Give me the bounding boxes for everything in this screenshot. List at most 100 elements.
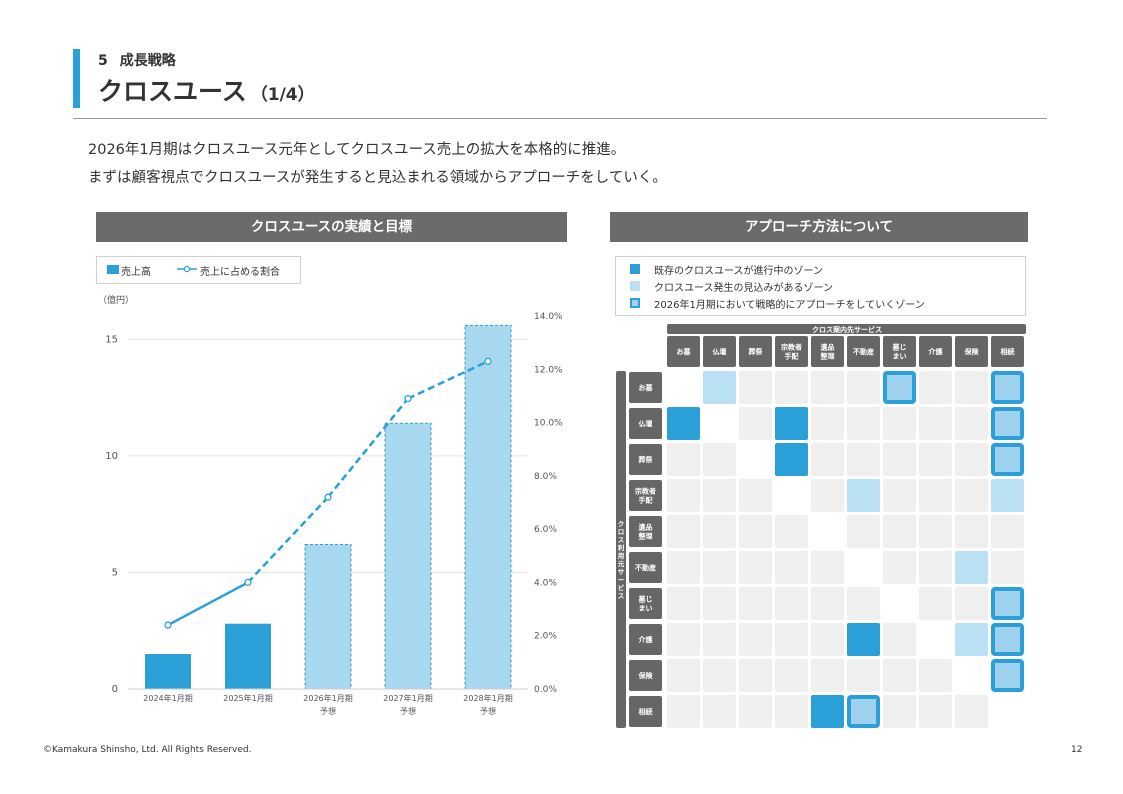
line-segment (327, 397, 409, 498)
matrix-cell-gray (883, 659, 916, 692)
lead-line-2: まずは顧客視点でクロスユースが発生すると見込まれる領域からアプローチをしていく。 (88, 170, 667, 186)
y-right-tick: 6.0% (534, 525, 557, 535)
row-header (629, 660, 662, 691)
matrix-cell-gray (775, 371, 808, 404)
y-right-tick: 14.0% (534, 312, 563, 322)
matrix-cell-strategic (883, 371, 916, 404)
line-point (404, 394, 412, 403)
matrix-cell-gray (919, 479, 952, 512)
matrix-cell-gray (883, 695, 916, 728)
col-header-label: お墓 (677, 347, 692, 356)
matrix-cell-gray (667, 659, 700, 692)
matrix-cell-gray (667, 587, 700, 620)
line-segment (407, 360, 489, 400)
matrix-cell-gray (811, 443, 844, 476)
matrix-cell-strategic (991, 623, 1024, 656)
x-tick-sublabel: 予想 (400, 706, 416, 716)
page-title-text: クロスユース (98, 77, 247, 106)
bar (145, 654, 191, 689)
section-label: 成長戦略 (119, 53, 176, 69)
row-header-label: 遺品整理 (638, 523, 653, 541)
col-header-label: 葬祭 (749, 347, 764, 356)
row-group-header (616, 371, 626, 728)
matrix-cell-strategic (991, 659, 1024, 692)
matrix-cell-gray (811, 659, 844, 692)
matrix-cell-gray (811, 587, 844, 620)
matrix-cell-light (955, 551, 988, 584)
legend-dark-swatch (630, 264, 640, 274)
matrix-cell-gray (739, 515, 772, 548)
row-header (629, 624, 662, 655)
matrix-cell-dark (847, 623, 880, 656)
legend-bar-label: 売上高 (121, 267, 151, 278)
matrix-cell-gray (811, 623, 844, 656)
matrix-cell-gray (919, 371, 952, 404)
legend-dark-label: 既存のクロスユースが進行中のゾーン (654, 266, 823, 277)
col-header (991, 336, 1024, 367)
matrix-cell-gray (739, 695, 772, 728)
matrix-cell-dark (775, 443, 808, 476)
section-heading: 5 成長戦略 (98, 50, 176, 70)
page-number: 12 (1071, 745, 1083, 755)
col-header (955, 336, 988, 367)
row-header-label: 墓じまい (638, 595, 653, 613)
matrix-cell-gray (955, 587, 988, 620)
col-header (919, 336, 952, 367)
matrix-cell-strategic (847, 695, 880, 728)
page-title: クロスユース （1/4） (98, 72, 315, 108)
matrix-cell-gray (739, 551, 772, 584)
line-segment (167, 581, 249, 627)
row-header-label: 葬祭 (639, 455, 654, 464)
matrix-cell-gray (703, 587, 736, 620)
matrix-cell-gray (847, 371, 880, 404)
y-right-tick: 4.0% (534, 578, 557, 588)
col-header-label: 不動産 (853, 347, 874, 356)
chart-svg: （億円） 0 5 10 15 0.0% 2.0% 4.0% 6.0% 8.0% 10.0% 12.0%… (98, 294, 563, 716)
legend-line-label: 売上に占める割合 (200, 267, 280, 278)
matrix-cell-gray (775, 587, 808, 620)
col-header-label: 仏壇 (712, 347, 727, 356)
col-header (775, 336, 808, 367)
row-header-label: 仏壇 (638, 419, 653, 428)
row-header-label: お墓 (639, 383, 654, 392)
matrix-cell-gray (811, 551, 844, 584)
row-header-label: 相続 (639, 707, 653, 716)
matrix-cell-gray (919, 443, 952, 476)
page-title-sub: （1/4） (250, 85, 315, 105)
legend-line-swatch (177, 265, 197, 273)
row-header (629, 552, 662, 583)
x-tick-label: 2027年1月期 (383, 693, 432, 703)
matrix-cell-gray (847, 659, 880, 692)
matrix-legend: 既存のクロスユースが進行中のゾーン クロスユース発生の見込みがあるゾーン 202… (615, 256, 1026, 316)
matrix-cell-gray (667, 551, 700, 584)
row-header-label: 介護 (638, 635, 654, 644)
matrix-cell-gray (739, 407, 772, 440)
matrix-cell-gray (739, 659, 772, 692)
matrix-cell-light (991, 479, 1024, 512)
matrix-cell-gray (883, 407, 916, 440)
matrix-cell-gray (919, 407, 952, 440)
matrix-cell-gray (883, 515, 916, 548)
matrix-cell-gray (703, 479, 736, 512)
line-point (324, 493, 332, 501)
matrix-cell-strategic (991, 407, 1024, 440)
matrix-panel-title: アプローチ方法について (610, 212, 1028, 242)
col-header-label: 墓じまい (892, 343, 907, 361)
col-header (847, 336, 880, 367)
legend-bar-swatch (107, 265, 119, 274)
col-header (667, 336, 700, 367)
row-header (629, 480, 662, 511)
y-left-tick: 15 (105, 334, 118, 345)
matrix-cell-gray (955, 407, 988, 440)
matrix-cell-gray (991, 551, 1024, 584)
matrix-cell-gray (883, 551, 916, 584)
matrix-cell-gray (811, 407, 844, 440)
matrix-cell-gray (739, 479, 772, 512)
col-header (883, 336, 916, 367)
matrix-cell-gray (703, 623, 736, 656)
col-header (811, 336, 844, 367)
matrix-cell-dark (667, 407, 700, 440)
matrix-cell-gray (847, 407, 880, 440)
matrix-cell-gray (919, 695, 952, 728)
